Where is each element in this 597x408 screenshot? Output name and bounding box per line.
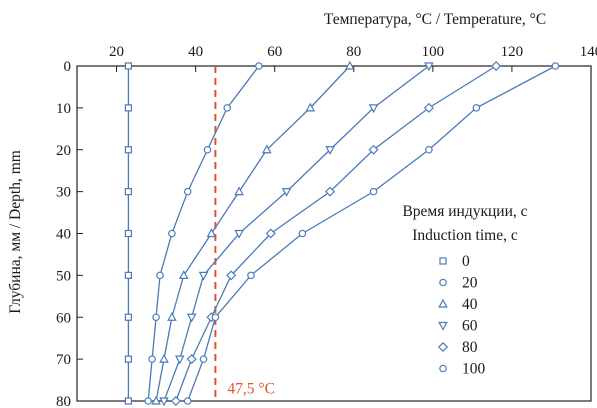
data-point [186, 313, 197, 323]
plot-area: 20 40 60 80 100 120 140 0 10 20 30 40 50 60 70 80 47,5 °… [56, 44, 597, 408]
legend-entry-40: 40 [462, 296, 478, 313]
data-point [124, 188, 133, 196]
legend-marker-20 [439, 278, 447, 287]
data-point [167, 311, 177, 321]
legend-marker-40 [438, 298, 448, 308]
data-point [211, 313, 220, 322]
y-tick-label: 50 [56, 268, 71, 284]
data-point [345, 60, 355, 70]
data-point [369, 187, 378, 196]
data-point [124, 104, 133, 112]
x-tick-label: 140 [580, 44, 597, 60]
legend-marker-100 [439, 364, 447, 373]
y-tick-label: 80 [56, 394, 71, 408]
legend-title-line2: Induction time, с [412, 227, 518, 244]
data-point [206, 228, 217, 238]
data-point [325, 146, 335, 156]
series-40 [151, 60, 355, 405]
data-point [491, 60, 502, 72]
series-0 [124, 62, 133, 405]
data-point [281, 188, 292, 197]
data-point [425, 145, 433, 154]
data-point [198, 271, 209, 281]
y-tick-label: 20 [56, 143, 71, 159]
series-60 [159, 62, 434, 407]
data-point [170, 395, 181, 407]
data-point [247, 271, 255, 280]
y-tick-label: 70 [56, 352, 71, 368]
legend-entry-100: 100 [462, 361, 486, 378]
data-point [183, 397, 192, 405]
data-point [261, 144, 272, 154]
data-point [178, 270, 189, 279]
data-point [324, 186, 336, 197]
data-point [124, 62, 133, 70]
y-tick-label: 60 [56, 310, 71, 326]
data-point [305, 102, 316, 112]
x-axis-title: Температура, °C / Temperature, °C [324, 11, 546, 28]
series-line-40 [155, 65, 351, 402]
data-point [234, 229, 244, 239]
x-tick-label: 80 [346, 44, 361, 60]
data-point [472, 104, 481, 112]
data-point [203, 145, 212, 154]
legend: Время индукции, с Induction time, с 0 20 4… [402, 203, 527, 378]
data-point [124, 229, 133, 238]
data-point [423, 102, 434, 113]
x-tick-label: 60 [267, 44, 282, 60]
legend-entry-20: 20 [462, 275, 478, 292]
reference-line-label: 47,5 °C [227, 380, 275, 397]
data-point [424, 62, 434, 72]
series-20 [144, 62, 263, 405]
y-tick-label: 10 [56, 101, 71, 117]
data-point [255, 62, 263, 70]
y-tick-label: 40 [56, 227, 71, 243]
data-point [148, 355, 156, 363]
legend-title-line1: Время индукции, с [402, 203, 527, 220]
legend-entry-80: 80 [462, 339, 478, 356]
data-point [368, 144, 379, 155]
data-point [265, 228, 276, 239]
series-line-60 [163, 65, 430, 402]
data-point [168, 229, 176, 238]
data-point [151, 395, 161, 405]
data-point [152, 313, 160, 322]
data-point [144, 397, 152, 405]
data-point [199, 355, 208, 363]
legend-marker-0 [439, 257, 447, 265]
data-point [124, 146, 133, 154]
x-tick-label: 40 [188, 44, 203, 60]
data-point [159, 353, 169, 363]
legend-entry-0: 0 [462, 253, 470, 270]
data-point [124, 355, 133, 363]
x-tick-label: 100 [422, 44, 445, 60]
data-point [124, 397, 133, 405]
data-point [156, 271, 164, 280]
y-tick-label: 30 [56, 185, 71, 201]
series-100 [183, 62, 560, 405]
data-point [223, 104, 232, 112]
series-line-20 [147, 65, 260, 402]
x-tick-label: 120 [501, 44, 524, 60]
data-point [159, 397, 169, 407]
data-point [226, 270, 237, 281]
legend-marker-80 [437, 341, 449, 353]
data-point [183, 187, 192, 196]
data-point [124, 313, 133, 321]
legend-marker-60 [438, 321, 448, 331]
x-tick-label: 20 [109, 44, 124, 60]
y-tick-label: 0 [64, 59, 72, 75]
data-point [551, 62, 560, 70]
y-axis-title: Глубина, мм / Depth, mm [7, 150, 24, 314]
data-point [186, 354, 197, 365]
data-point [298, 229, 307, 238]
data-point [368, 104, 379, 114]
data-point [234, 186, 244, 196]
legend-entry-60: 60 [462, 318, 478, 335]
data-point [124, 271, 133, 279]
data-point [174, 355, 185, 365]
